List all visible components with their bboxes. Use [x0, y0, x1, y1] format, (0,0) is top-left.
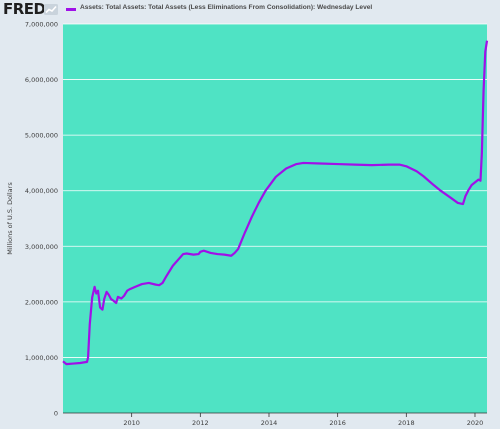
x-axis: 2010 2012 2014 2016 2018 2020 — [123, 413, 483, 427]
x-tick-label: 2016 — [329, 419, 346, 427]
x-tick-label: 2018 — [398, 419, 415, 427]
x-tick-label: 2014 — [261, 419, 278, 427]
legend-label: Assets: Total Assets: Total Assets (Less… — [80, 4, 373, 11]
y-axis: 0 1,000,000 2,000,000 3,000,000 4,000,000 5,0… — [25, 21, 58, 418]
series-line — [62, 40, 489, 366]
fred-logo[interactable]: FRED — [3, 0, 46, 18]
y-tick-label: 7,000,000 — [25, 21, 58, 29]
legend-swatch — [66, 8, 76, 11]
y-tick-label: 5,000,000 — [25, 132, 58, 140]
y-tick-label: 4,000,000 — [25, 187, 58, 195]
x-tick-label: 2012 — [192, 419, 209, 427]
y-axis-label: Millions of U.S. Dollars — [6, 182, 14, 255]
plot-area — [63, 24, 487, 413]
x-tick-label: 2010 — [123, 419, 140, 427]
y-tick-label: 0 — [54, 410, 58, 418]
y-tick-label: 6,000,000 — [25, 76, 58, 84]
chart-logo-icon — [44, 4, 58, 15]
gridlines — [63, 23, 487, 358]
y-tick-label: 2,000,000 — [25, 298, 58, 306]
y-tick-label: 3,000,000 — [25, 243, 58, 251]
chart-header: FRED Assets: Total Assets: Total Assets … — [0, 0, 500, 20]
x-tick-label: 2020 — [467, 419, 484, 427]
y-tick-label: 1,000,000 — [25, 354, 58, 362]
